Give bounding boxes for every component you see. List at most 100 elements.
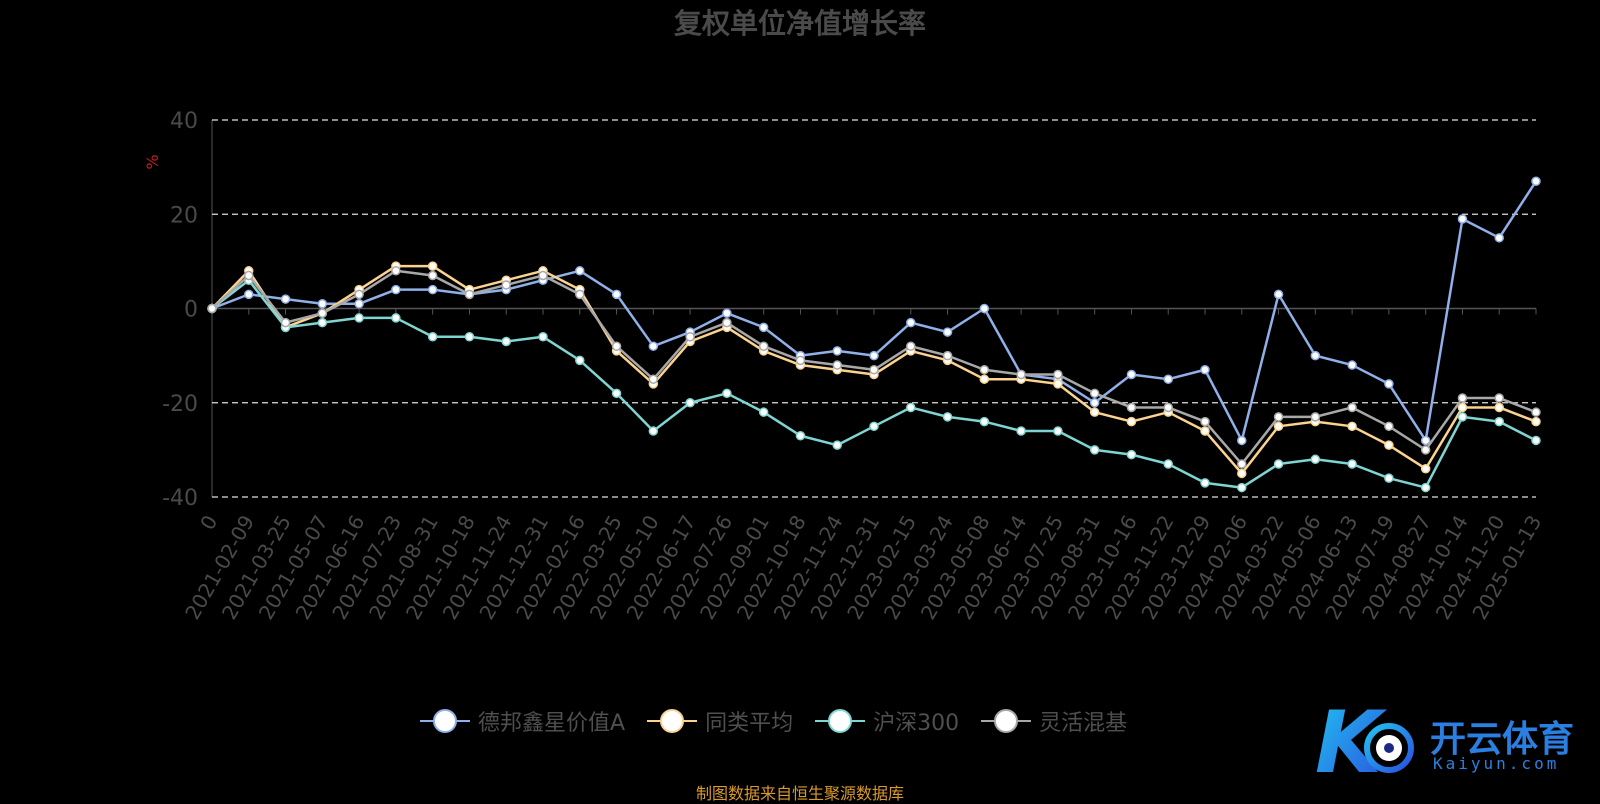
data-point — [354, 289, 364, 300]
data-point — [501, 336, 511, 347]
data-point — [832, 346, 842, 356]
legend-marker-icon — [815, 709, 866, 733]
data-point — [1089, 407, 1100, 417]
data-point — [795, 355, 806, 366]
legend-label: 沪深300 — [873, 711, 960, 736]
data-point — [1310, 412, 1321, 422]
data-point — [758, 341, 769, 351]
legend-dot — [660, 709, 685, 733]
y-tick-label: -40 — [162, 486, 198, 511]
watermark-subtext: Kaiyun.com — [1433, 754, 1560, 773]
data-point — [1531, 416, 1541, 427]
data-point — [244, 270, 254, 281]
data-point — [575, 355, 585, 366]
data-point — [1420, 445, 1431, 455]
data-point — [575, 266, 585, 276]
data-point — [1457, 214, 1468, 224]
data-point — [1163, 459, 1173, 469]
data-point — [1237, 435, 1247, 446]
data-point — [942, 327, 953, 337]
data-point — [1310, 350, 1321, 361]
data-point — [648, 341, 659, 351]
data-point — [795, 430, 806, 441]
data-point — [1089, 445, 1100, 455]
data-point — [758, 407, 769, 417]
data-point — [685, 398, 695, 408]
legend-label: 同类平均 — [705, 711, 794, 736]
data-point — [1457, 412, 1468, 422]
data-point — [869, 365, 879, 375]
data-point — [1237, 482, 1247, 493]
legend-item-fund[interactable]: 德邦鑫星价值A — [420, 705, 625, 737]
data-point — [1347, 459, 1357, 469]
data-point — [538, 332, 548, 342]
y-tick-label: 40 — [170, 109, 198, 134]
data-point — [1200, 416, 1210, 427]
data-point — [1384, 379, 1394, 389]
legend-dot — [994, 709, 1019, 733]
legend-dot — [828, 709, 853, 733]
data-point — [648, 426, 659, 436]
data-point — [391, 266, 401, 276]
legend-item-csi300[interactable]: 沪深300 — [815, 705, 959, 737]
data-point — [464, 289, 475, 300]
data-point — [464, 332, 475, 342]
data-point — [832, 360, 842, 370]
data-point — [722, 388, 732, 399]
data-point — [1531, 176, 1541, 187]
data-point — [1016, 369, 1026, 380]
data-point — [317, 308, 328, 318]
data-point — [611, 388, 622, 399]
data-point — [1053, 369, 1063, 380]
legend-dot — [433, 709, 457, 733]
data-point — [1494, 233, 1504, 243]
data-point — [280, 317, 291, 328]
data-point — [1384, 440, 1394, 450]
data-point — [1089, 388, 1100, 399]
data-point — [722, 317, 732, 328]
data-source-footer: 制图数据来自恒生聚源数据库 — [695, 784, 904, 803]
data-point — [979, 303, 990, 314]
data-point — [869, 421, 879, 432]
data-point — [1494, 393, 1504, 403]
watermark-logo: K 开云体育 Kaiyun.com — [1315, 693, 1595, 793]
data-point — [1420, 435, 1431, 446]
kaiyun-logo-icon: K — [1315, 693, 1414, 793]
data-point — [1457, 402, 1468, 413]
chart-title: 复权单位净值增长率 — [673, 7, 926, 40]
data-point — [1420, 482, 1431, 493]
data-point — [391, 284, 401, 295]
x-tick-label: 0 — [195, 511, 222, 534]
legend-item-peer-average[interactable]: 同类平均 — [647, 705, 793, 737]
data-point — [1053, 426, 1063, 436]
data-point — [427, 261, 438, 271]
legend-marker-icon — [981, 709, 1032, 733]
y-tick-label: 0 — [184, 298, 198, 323]
data-point — [1200, 478, 1210, 488]
data-point — [1347, 402, 1357, 413]
data-point — [1089, 398, 1100, 408]
data-point — [906, 317, 916, 328]
data-point — [1347, 360, 1357, 370]
data-point — [1531, 435, 1541, 446]
data-point — [1273, 412, 1284, 422]
data-point — [1126, 369, 1137, 380]
data-point — [611, 341, 622, 351]
data-point — [1384, 473, 1394, 483]
legend-item-flexible-mixed[interactable]: 灵活混基 — [981, 705, 1127, 737]
data-point — [1347, 421, 1357, 432]
data-point — [501, 280, 511, 290]
data-point — [1053, 379, 1063, 389]
line-chart: -40-2002040%02021-02-092021-03-252021-05… — [143, 109, 1546, 624]
svg-text:K: K — [1315, 700, 1387, 790]
data-point — [280, 294, 291, 304]
data-point — [354, 299, 364, 309]
data-point — [1126, 402, 1137, 413]
data-point — [1163, 374, 1173, 384]
data-point — [317, 299, 328, 309]
data-point — [1310, 454, 1321, 465]
data-point — [1457, 393, 1468, 403]
data-point — [1126, 416, 1137, 427]
data-point — [317, 317, 328, 328]
data-point — [979, 374, 990, 384]
